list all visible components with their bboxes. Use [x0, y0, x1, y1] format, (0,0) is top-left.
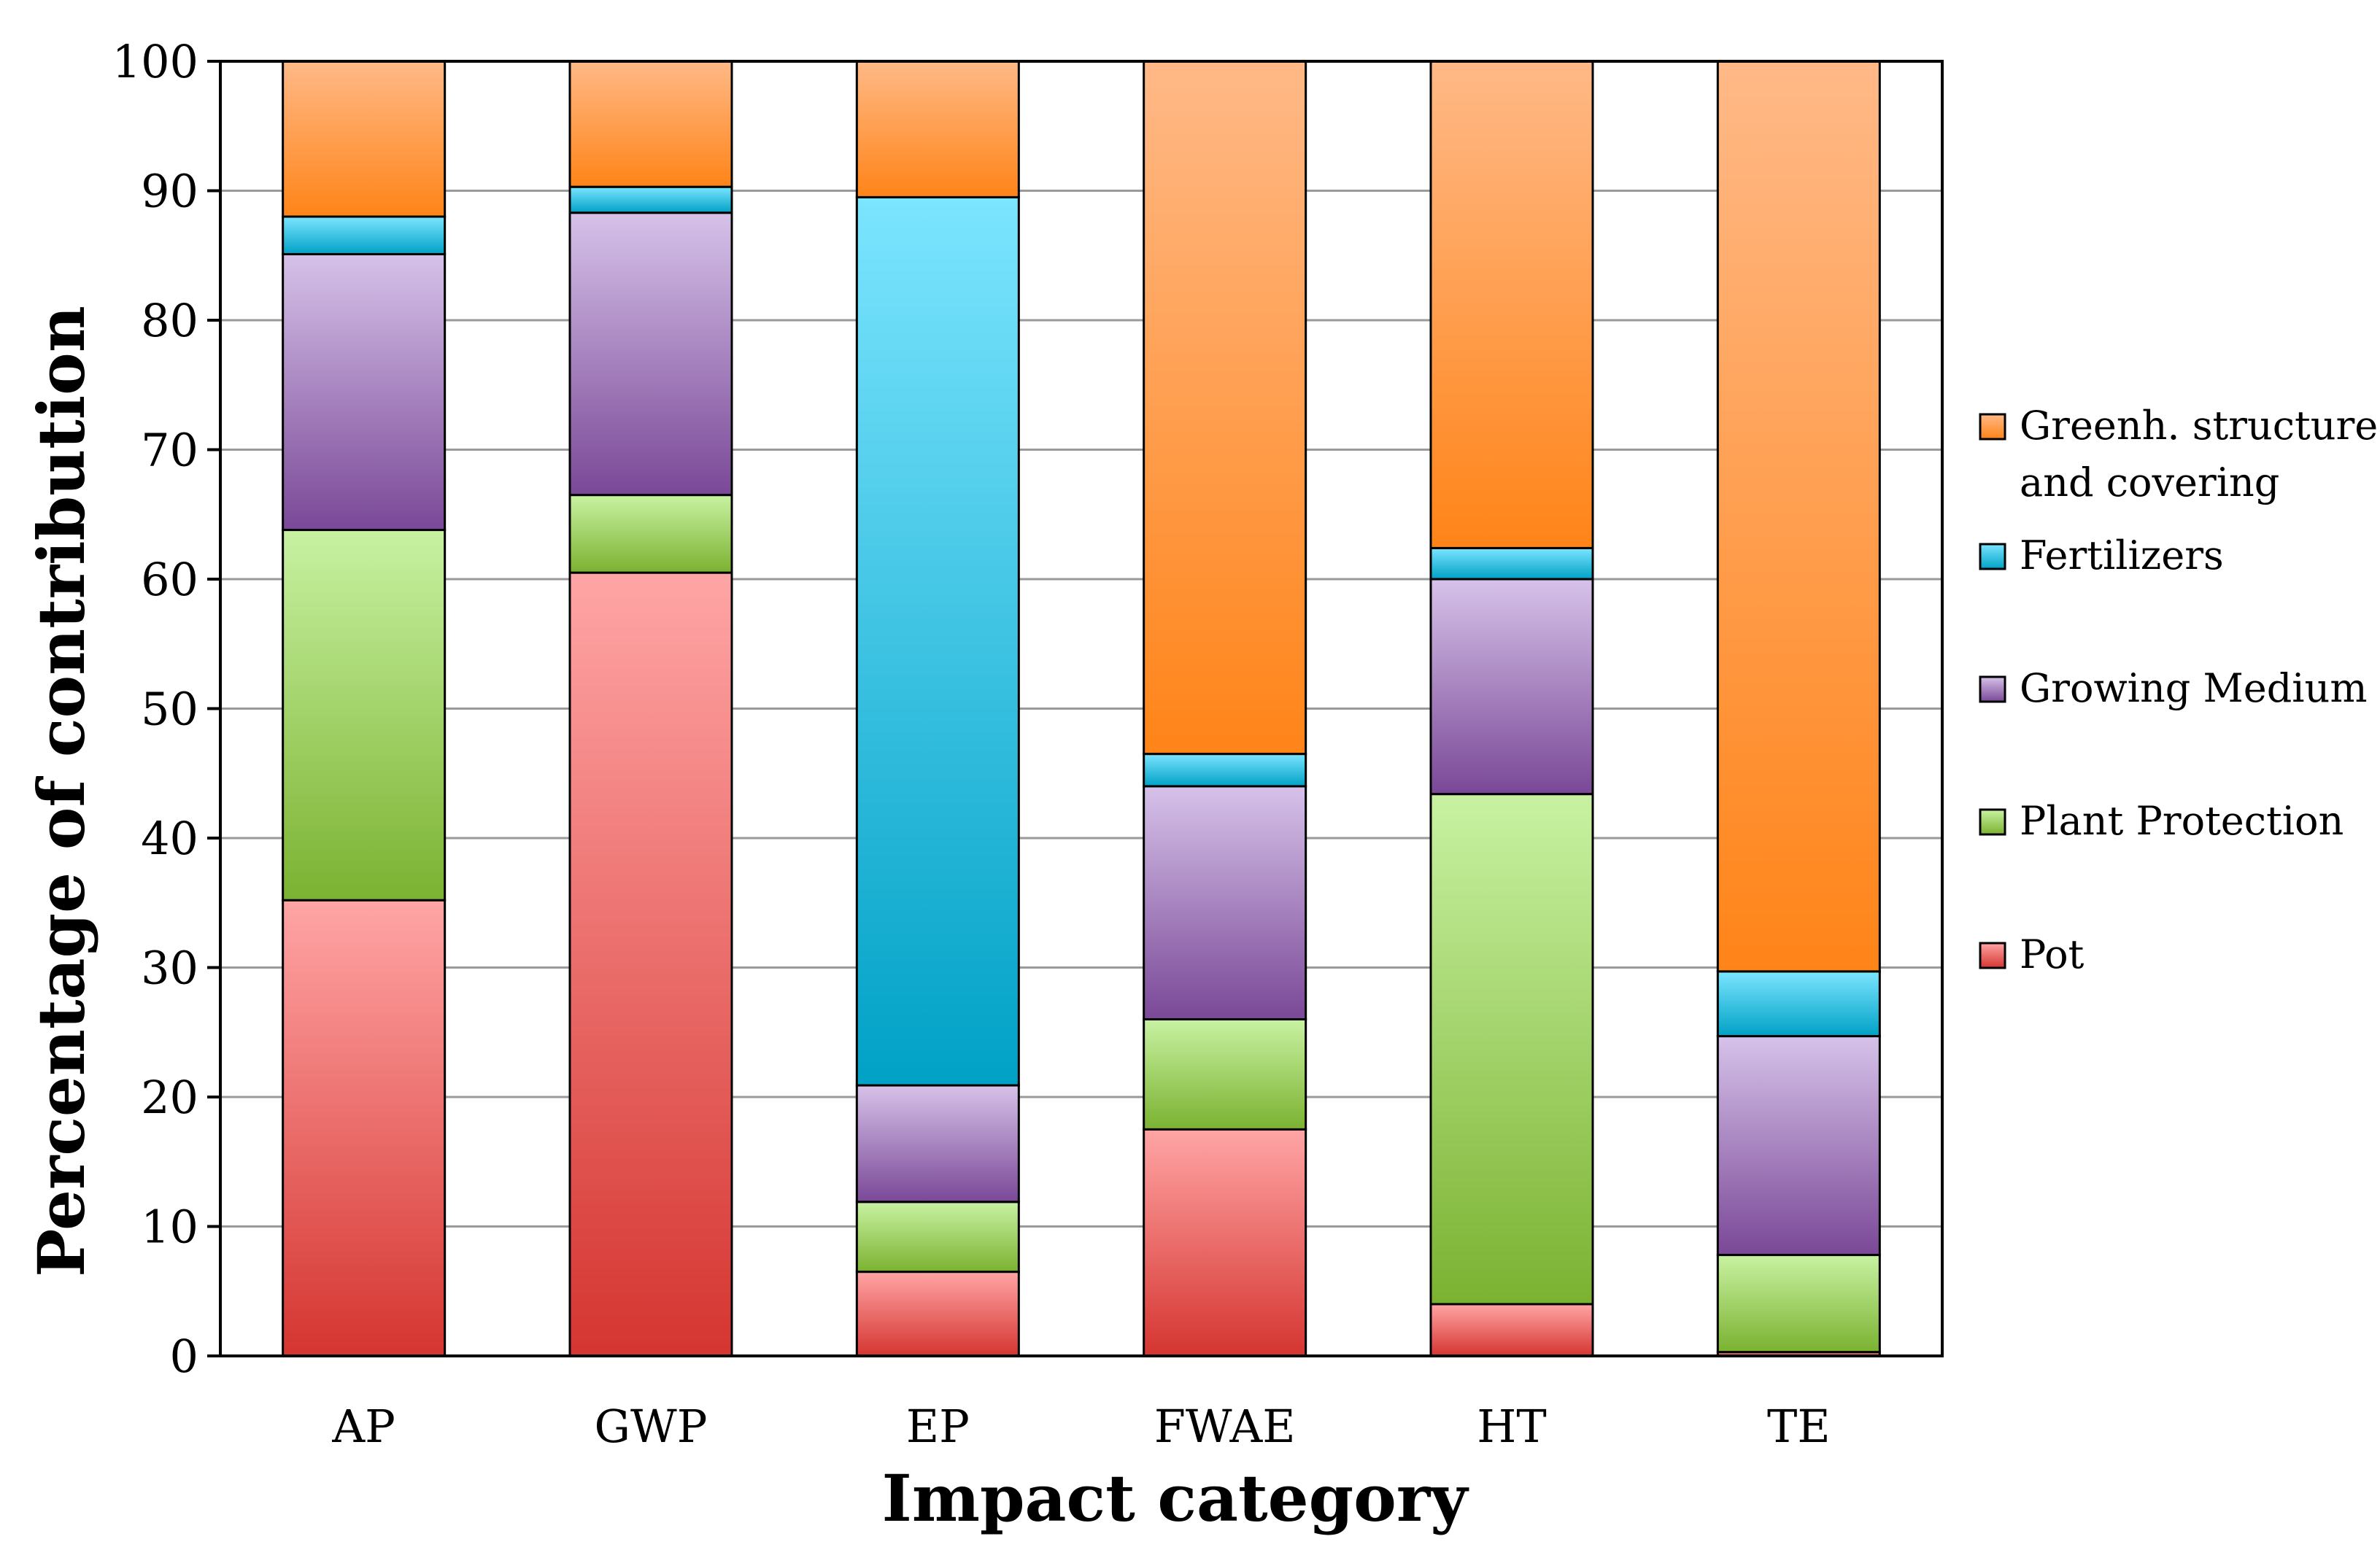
y-axis-ticks: 0 10 20 30 40 50 60 70 80 90 100: [112, 35, 220, 1383]
legend-item-pot: Pot: [1979, 931, 2085, 977]
bar-ep-growing-medium: [855, 1084, 1020, 1203]
bar-fwae-greenh-structure-and-covering: [1143, 60, 1307, 756]
y-tick-label-40: 40: [141, 812, 198, 865]
y-tick-label-0: 0: [170, 1330, 198, 1383]
bar-ep-plant-protection: [855, 1201, 1020, 1274]
bar-te-plant-protection: [1716, 1254, 1881, 1354]
bar-gwp-greenh-structure-and-covering: [568, 60, 733, 188]
bar-ht-fertilizers: [1429, 546, 1594, 581]
legend-item-growing-medium: Growing Medium: [1979, 665, 2368, 711]
bar-ap-pot: [282, 899, 447, 1357]
x-tick-label-ep: EP: [906, 1400, 970, 1453]
bar-group-ap: [282, 60, 447, 1357]
legend-label-growing-medium: Growing Medium: [2020, 665, 2368, 711]
bar-ap-growing-medium: [282, 252, 447, 532]
legend-item-greenh-structure-and-covering: Greenh. structure and covering: [1979, 403, 2378, 505]
bar-fwae-fertilizers: [1143, 753, 1307, 788]
legend-swatch-plant-protection: [1979, 808, 2006, 836]
x-axis-ticks: AP GWP EP FWAE HT TE: [331, 1400, 1830, 1453]
legend-swatch-fertilizers: [1979, 543, 2006, 570]
bar-ap-greenh-structure-and-covering: [282, 60, 447, 218]
y-tick-label-90: 90: [141, 165, 198, 218]
x-tick-label-ap: AP: [331, 1400, 395, 1453]
bar-ap-fertilizers: [282, 215, 447, 255]
bar-ht-plant-protection: [1429, 793, 1594, 1306]
y-tick-label-70: 70: [141, 424, 198, 477]
legend-label-greenh-structure-and-covering: Greenh. structure and covering: [2020, 403, 2378, 505]
y-tick-label-60: 60: [141, 553, 198, 606]
bar-gwp-growing-medium: [568, 212, 733, 497]
bar-gwp-plant-protection: [568, 494, 733, 574]
bar-ap-plant-protection: [282, 529, 447, 902]
bar-gwp-fertilizers: [568, 185, 733, 214]
bar-fwae-growing-medium: [1143, 785, 1307, 1020]
bar-ep-pot: [855, 1271, 1020, 1357]
y-tick-label-100: 100: [112, 35, 198, 88]
y-axis-title: Percentage of contribution: [23, 306, 99, 1277]
bar-ht-greenh-structure-and-covering: [1429, 60, 1594, 549]
bar-group-fwae: [1143, 60, 1307, 1357]
x-tick-label-te: TE: [1767, 1400, 1831, 1453]
bar-te-greenh-structure-and-covering: [1716, 60, 1881, 973]
x-axis-title: Impact category: [882, 1460, 1470, 1536]
y-tick-label-80: 80: [141, 294, 198, 347]
bar-te-fertilizers: [1716, 970, 1881, 1038]
bar-ht-pot: [1429, 1303, 1594, 1357]
legend-label-fertilizers: Fertilizers: [2020, 532, 2224, 578]
x-tick-label-fwae: FWAE: [1154, 1400, 1296, 1453]
bar-te-growing-medium: [1716, 1035, 1881, 1257]
bar-gwp-pot: [568, 571, 733, 1357]
bar-ht-growing-medium: [1429, 578, 1594, 796]
gridlines: [220, 60, 1942, 1357]
y-tick-label-20: 20: [141, 1071, 198, 1124]
y-tick-label-10: 10: [141, 1201, 198, 1254]
legend: Greenh. structure and covering Fertilizers…: [1979, 403, 2378, 977]
legend-swatch-greenh-structure-and-covering: [1979, 413, 2006, 441]
bar-group-gwp: [568, 60, 733, 1357]
legend-item-fertilizers: Fertilizers: [1979, 532, 2224, 578]
bar-fwae-pot: [1143, 1128, 1307, 1357]
x-tick-label-ht: HT: [1477, 1400, 1546, 1453]
y-tick-label-30: 30: [141, 942, 198, 995]
bar-group-ep: [855, 60, 1020, 1357]
bar-ep-fertilizers: [855, 195, 1020, 1087]
bar-ep-greenh-structure-and-covering: [855, 60, 1020, 198]
bar-group-ht: [1429, 60, 1594, 1357]
legend-swatch-pot: [1979, 942, 2006, 969]
legend-label-pot: Pot: [2020, 931, 2085, 977]
bar-group-te: [1716, 60, 1881, 1357]
bar-fwae-plant-protection: [1143, 1018, 1307, 1131]
legend-swatch-growing-medium: [1979, 675, 2006, 703]
x-tick-label-gwp: GWP: [595, 1400, 708, 1453]
legend-label-plant-protection: Plant Protection: [2020, 798, 2344, 844]
y-tick-label-50: 50: [141, 683, 198, 736]
legend-item-plant-protection: Plant Protection: [1979, 798, 2344, 844]
